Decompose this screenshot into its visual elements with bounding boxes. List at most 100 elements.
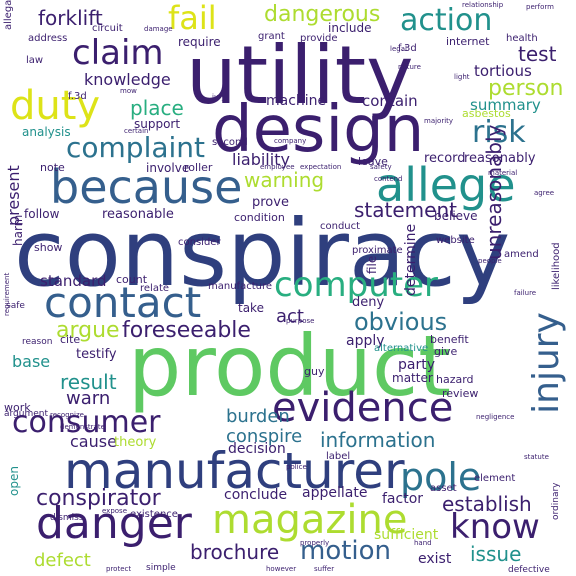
word-relationship: relationship <box>462 1 504 9</box>
word-hazard: hazard <box>436 373 474 386</box>
word-testify: testify <box>76 347 117 362</box>
word-allege: allege <box>376 158 516 212</box>
word-risk: risk <box>472 115 526 150</box>
word-second: second <box>212 137 248 148</box>
word-prove: prove <box>252 195 289 210</box>
word-defect: defect <box>34 550 91 571</box>
word-f3d-b: f.3d <box>398 43 417 54</box>
word-summary: summary <box>470 96 541 114</box>
word-circuit: circuit <box>92 23 123 34</box>
word-factor: factor <box>382 491 424 507</box>
word-grant: grant <box>258 31 285 42</box>
word-magazine: magazine <box>212 497 408 543</box>
word-open: open <box>7 466 21 496</box>
word-conspirator: conspirator <box>36 486 161 511</box>
word-manufacturer: manufacturer <box>64 442 405 500</box>
word-leave: leave <box>358 155 388 168</box>
word-record: record <box>424 151 466 166</box>
word-negligence: negligence <box>476 413 515 421</box>
word-argue: argue <box>56 318 120 343</box>
word-statute: statute <box>524 453 549 461</box>
word-design: design <box>212 93 425 167</box>
word-because: because <box>50 160 243 214</box>
word-determine: determine <box>403 223 419 296</box>
word-light: light <box>454 73 470 81</box>
word-information: information <box>320 428 436 452</box>
word-appellate: appellate <box>302 485 368 501</box>
word-likelihood: likelihood <box>551 242 562 290</box>
word-action: action <box>400 3 493 38</box>
word-involve: involve <box>146 161 190 175</box>
word-simple: simple <box>146 563 176 573</box>
word-unreasonably: unreasonably <box>482 124 506 260</box>
word-roller: roller <box>184 161 213 174</box>
word-work: work <box>4 401 31 414</box>
word-company: company <box>274 137 307 145</box>
word-relate: relate <box>140 283 170 294</box>
word-computer: computer <box>274 265 438 305</box>
word-majority: majority <box>424 117 454 125</box>
word-purpose: purpose <box>286 317 315 325</box>
word-jury: jury <box>212 93 226 101</box>
word-believe: believe <box>434 209 478 223</box>
word-certain: certain <box>124 127 149 135</box>
word-forklift: forklift <box>38 6 103 30</box>
word-allegation: allegation <box>3 0 14 30</box>
word-deny: deny <box>352 295 385 310</box>
word-file: file <box>365 255 379 274</box>
word-recognize: recognize <box>50 411 84 419</box>
word-contain: contain <box>362 92 418 110</box>
word-claim: claim <box>72 33 164 73</box>
word-standard: standard <box>40 272 107 290</box>
word-tortious: tortious <box>474 62 532 80</box>
word-complaint: complaint <box>66 131 206 164</box>
word-defective: defective <box>508 565 550 575</box>
word-cause: cause <box>70 432 117 451</box>
word-analysis: analysis <box>22 125 71 139</box>
word-requirement: requirement <box>3 272 11 316</box>
word-health: health <box>506 33 538 44</box>
word-conclude: conclude <box>224 487 288 503</box>
word-damage: damage <box>144 25 173 33</box>
word-reason: reason <box>22 337 53 347</box>
word-people: people <box>478 257 502 265</box>
word-person: person <box>488 76 564 101</box>
word-nature: nature <box>398 63 421 71</box>
word-conspire: conspire <box>226 426 303 447</box>
word-properly: properly <box>300 539 330 547</box>
word-take: take <box>238 301 264 315</box>
word-review: review <box>442 387 479 400</box>
word-show: show <box>34 241 63 254</box>
word-f3d-a: f.3d <box>68 91 87 102</box>
word-place: place <box>130 96 184 120</box>
word-dismiss: dismiss <box>50 513 84 523</box>
word-dangerous: dangerous <box>264 2 381 27</box>
word-foreseeable: foreseeable <box>122 318 251 343</box>
word-existence: existence <box>130 509 178 520</box>
word-reasonably: reasonably <box>464 151 536 166</box>
word-matter: matter <box>392 371 433 385</box>
word-perform: perform <box>526 3 554 11</box>
word-benefit: benefit <box>430 333 469 346</box>
word-address: address <box>28 33 68 44</box>
word-injury: injury <box>525 312 567 414</box>
word-machine: machine <box>266 93 327 109</box>
word-fail: fail <box>168 0 217 37</box>
word-asset: asset <box>430 483 457 494</box>
word-evidence: evidence <box>272 385 454 431</box>
word-expose: expose <box>102 507 128 515</box>
word-apply: apply <box>346 333 385 349</box>
word-argument: argument <box>4 409 49 419</box>
word-protect: protect <box>106 565 132 573</box>
word-require: require <box>178 35 221 49</box>
word-element: element <box>474 473 516 484</box>
word-internet: internet <box>446 35 490 48</box>
word-statement: statement <box>354 198 457 222</box>
word-law: law <box>26 55 44 66</box>
word-test: test <box>518 42 557 66</box>
word-however: however <box>266 565 297 573</box>
word-issue: issue <box>470 542 522 566</box>
word-contact: contact <box>44 278 202 327</box>
word-result: result <box>60 370 117 394</box>
